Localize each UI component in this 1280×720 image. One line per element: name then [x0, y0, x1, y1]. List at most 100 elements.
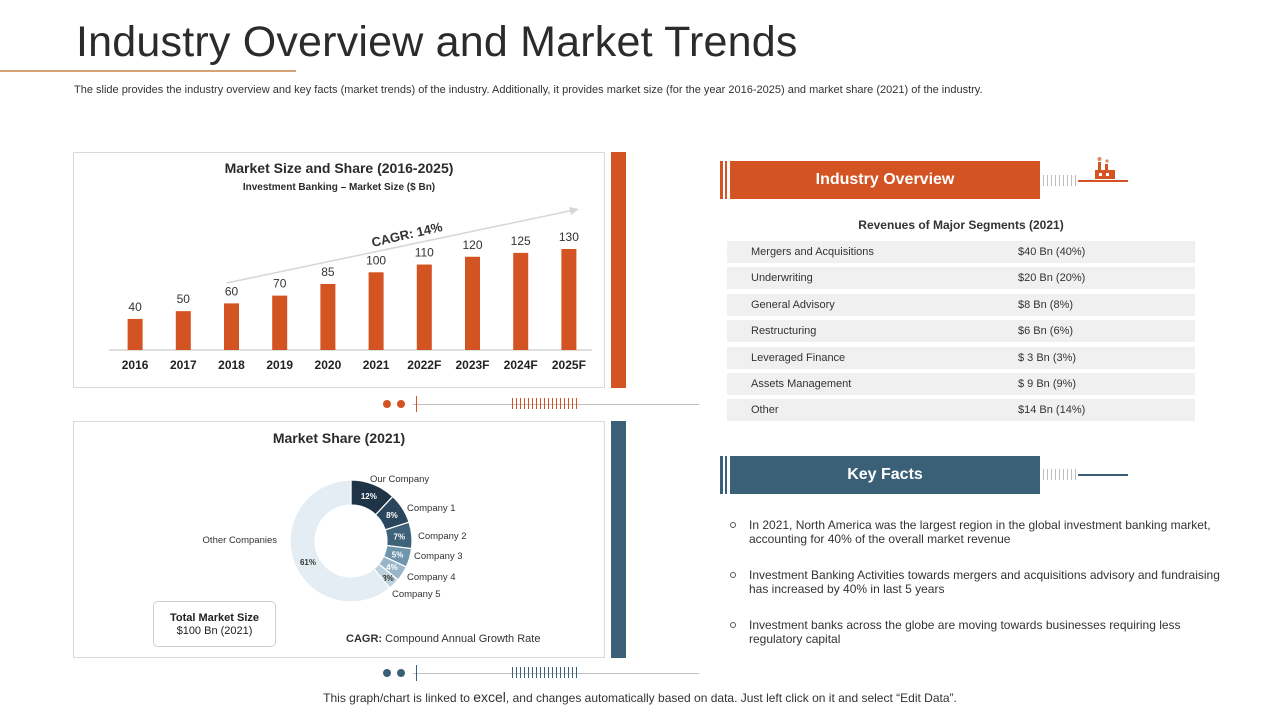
- decor-tick: [532, 667, 533, 678]
- legend-label: Company 2: [418, 531, 467, 542]
- decor-tick: [556, 398, 557, 409]
- decor-tick: [576, 398, 577, 409]
- bar-chart[interactable]: 40 2016 50 2017 60 2018 70 2019 85 2020 100 2021 110…: [74, 153, 606, 389]
- x-tick-label: 2024F: [504, 358, 538, 372]
- decor-tick: [528, 667, 529, 678]
- bar[interactable]: [224, 303, 239, 350]
- bar[interactable]: [272, 295, 288, 350]
- decor-tick: [512, 667, 513, 678]
- data-label: 110: [415, 246, 434, 260]
- decor-tick: [556, 667, 557, 678]
- x-tick-label: 2017: [170, 358, 197, 372]
- x-tick-label: 2019: [266, 358, 293, 372]
- bar[interactable]: [561, 249, 577, 350]
- decor-tick: [560, 398, 561, 409]
- decor-tick: [1075, 175, 1076, 186]
- decor-ticks: [512, 398, 577, 409]
- decor-dot: [383, 669, 391, 677]
- bar[interactable]: [513, 252, 529, 350]
- decor-tick: [512, 398, 513, 409]
- decor-tick: [524, 398, 525, 409]
- market-size-panel[interactable]: Market Size and Share (2016-2025) Invest…: [73, 152, 605, 388]
- x-tick-label: 2022F: [407, 358, 441, 372]
- blue-accent-bar: [611, 421, 626, 658]
- bar[interactable]: [465, 256, 480, 350]
- key-fact-text: Investment banks across the globe are mo…: [749, 618, 1181, 646]
- decor-dot: [397, 669, 405, 677]
- cagr-note: CAGR: Compound Annual Growth Rate: [346, 633, 540, 645]
- decor-dot: [383, 400, 391, 408]
- key-fact-text: In 2021, North America was the largest r…: [749, 518, 1211, 546]
- legend-label: Company 1: [407, 503, 456, 514]
- decor-tick: [1071, 469, 1072, 480]
- decor-tick: [1067, 469, 1068, 480]
- footer-text-before: This graph/chart is linked to: [323, 691, 474, 705]
- x-tick-label: 2025F: [552, 358, 586, 372]
- x-tick-label: 2016: [122, 358, 149, 372]
- decor-tick: [572, 398, 573, 409]
- segment-name: General Advisory: [751, 298, 835, 311]
- segment-value: $ 3 Bn (3%): [1018, 351, 1077, 364]
- decor-tick: [416, 665, 417, 681]
- decor-tick: [1059, 175, 1060, 186]
- footer-note: This graph/chart is linked to excel, and…: [0, 689, 1280, 705]
- bar[interactable]: [416, 264, 432, 350]
- footer-excel: excel: [473, 689, 506, 705]
- cagr-arrow: [226, 209, 575, 284]
- header-accent: [720, 456, 723, 494]
- slice-label: 12%: [361, 492, 377, 501]
- decor-tick: [516, 667, 517, 678]
- total-market-label: Total Market Size: [169, 612, 260, 624]
- decor-tick: [568, 398, 569, 409]
- x-tick-label: 2023F: [455, 358, 489, 372]
- decor-tick: [528, 398, 529, 409]
- pie-chart-title: Market Share (2021): [272, 430, 406, 446]
- bar[interactable]: [175, 311, 191, 350]
- market-share-panel[interactable]: Market Share (2021) 12% Our Company 8% Comp…: [73, 421, 605, 658]
- slice-label: 5%: [392, 551, 404, 560]
- donut-slice[interactable]: [289, 479, 391, 603]
- decor-tick: [520, 398, 521, 409]
- page-subtitle: The slide provides the industry overview…: [74, 84, 983, 96]
- table-row: Restructuring $6 Bn (6%): [727, 320, 1195, 343]
- x-tick-label: 2021: [363, 358, 390, 372]
- bullet-icon: [730, 572, 736, 578]
- segment-name: Mergers and Acquisitions: [751, 246, 874, 258]
- segment-value: $ 9 Bn (9%): [1018, 377, 1077, 390]
- data-label: 125: [511, 234, 531, 248]
- bar[interactable]: [320, 283, 336, 350]
- decor-tick: [548, 667, 549, 678]
- bar[interactable]: [127, 318, 143, 350]
- slice-label: 8%: [386, 511, 398, 520]
- segment-value: $14 Bn (14%): [1018, 404, 1086, 417]
- key-fact-item: In 2021, North America was the largest r…: [730, 518, 1230, 546]
- data-label: 70: [273, 277, 287, 291]
- decor-dot: [397, 400, 405, 408]
- factory-icon: [1095, 157, 1115, 179]
- segment-value: $40 Bn (40%): [1018, 246, 1086, 258]
- title-underline: [0, 70, 296, 72]
- decor-tick: [564, 398, 565, 409]
- slice-label: 3%: [382, 574, 394, 583]
- slice-label: 61%: [300, 558, 316, 567]
- segment-name: Other: [751, 404, 779, 417]
- decor-tick: [540, 398, 541, 409]
- segments-table: Mergers and Acquisitions $40 Bn (40%) Unde…: [727, 241, 1195, 426]
- slice-label: 4%: [386, 563, 398, 572]
- data-label: 120: [462, 238, 482, 252]
- bar-chart-subtitle: Investment Banking – Market Size ($ Bn): [242, 182, 436, 193]
- key-facts-list: In 2021, North America was the largest r…: [730, 518, 1230, 668]
- decor-tick: [564, 667, 565, 678]
- bar-chart-title: Market Size and Share (2016-2025): [224, 160, 454, 176]
- decor-tick: [1055, 175, 1056, 186]
- legend-label: Company 3: [414, 551, 463, 562]
- header-accent: [725, 161, 727, 199]
- decor-tick: [544, 398, 545, 409]
- x-tick-label: 2020: [315, 358, 342, 372]
- donut-chart[interactable]: 12% Our Company 8% Company 1 7% Company 2 5% Co…: [74, 422, 606, 659]
- orange-accent-bar: [611, 152, 626, 388]
- decor-tick: [532, 398, 533, 409]
- key-facts-header: Key Facts: [730, 456, 1040, 494]
- bar[interactable]: [368, 272, 384, 350]
- data-label: 130: [559, 230, 579, 244]
